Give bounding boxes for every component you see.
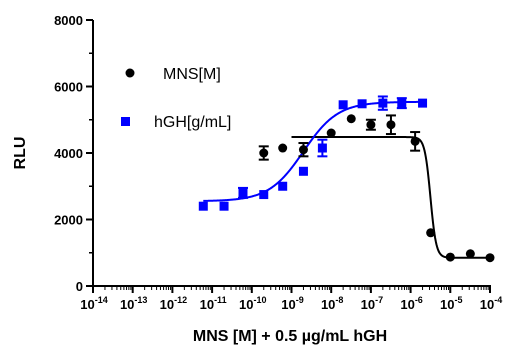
legend: MNS[M] hGH[g/mL] [121,66,231,131]
data-point-mns [410,136,420,146]
data-point-mns [278,143,288,153]
data-point-mns [386,120,396,130]
fit-curve-series-0 [291,136,490,259]
data-point-mns [465,249,475,259]
x-tick-label: 10-13 [120,295,147,312]
x-tick-label: 10-14 [80,295,107,312]
data-point-hgh [357,99,367,109]
data-point-mns [485,253,495,263]
axes [92,20,491,287]
y-tick-label: 8000 [54,13,83,28]
legend-marker-hgh [121,117,130,126]
fit-curve-series-1 [203,100,423,202]
data-point-hgh [317,143,327,153]
x-tick-label: 10-6 [400,295,422,312]
x-tick-label: 10-4 [480,295,502,312]
data-point-hgh [219,201,229,211]
data-points [198,98,495,263]
x-tick-label: 10-10 [239,295,266,312]
data-point-hgh [238,188,248,198]
x-tick-label: 10-12 [160,295,187,312]
data-point-hgh [338,100,348,110]
x-ticks: 10-14 10-13 10-12 10-11 10-10 10-9 10-8 10-7 10-… [80,286,502,312]
data-point-mns [298,145,308,155]
legend-marker-mns [125,68,135,78]
data-point-mns [326,128,336,138]
error-bars [237,95,421,199]
fit-curves [203,100,490,259]
y-tick-label: 6000 [54,80,83,95]
x-tick-label: 10-8 [321,295,343,312]
data-point-hgh [397,98,407,108]
data-point-mns [445,252,455,262]
data-point-mns [259,148,269,158]
data-point-hgh [378,98,388,108]
y-ticks: 0 2000 4000 6000 8000 [54,13,93,294]
x-axis-title: MNS [M] + 0.5 µg/mL hGH [193,328,387,345]
x-tick-label: 10-11 [200,295,227,312]
x-tick-label: 10-9 [281,295,303,312]
x-tick-label: 10-5 [440,295,462,312]
y-axis-title: RLU [12,137,29,170]
y-tick-label: 0 [76,279,83,294]
data-point-hgh [198,201,208,211]
data-point-mns [346,114,356,124]
legend-label-mns: MNS[M] [163,66,221,83]
x-tick-label: 10-7 [361,295,383,312]
data-point-hgh [298,166,308,176]
data-point-hgh [259,190,269,200]
data-point-mns [426,228,436,238]
y-tick-label: 2000 [54,213,83,228]
data-point-mns [366,120,376,130]
data-point-hgh [418,98,428,108]
data-point-hgh [278,181,288,191]
legend-label-hgh: hGH[g/mL] [154,114,231,131]
y-tick-label: 4000 [54,146,83,161]
